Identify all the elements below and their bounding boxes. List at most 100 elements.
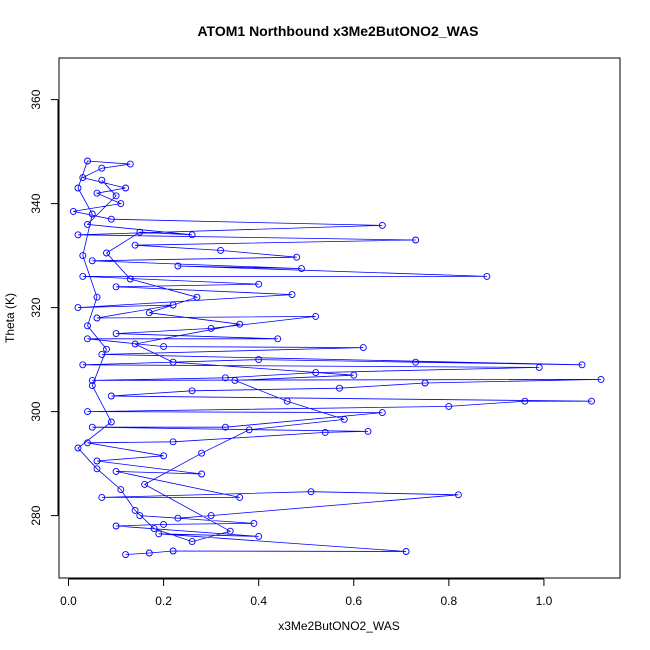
data-point [336,384,343,392]
x-axis-label: x3Me2ButONO2_WAS [278,619,400,633]
x-tick-label: 1.0 [536,594,553,608]
data-point [131,506,139,514]
data-point [131,241,139,249]
data-point [174,262,182,270]
data-point [255,356,263,364]
data-point [107,215,115,223]
data-point [188,538,196,546]
data-point [274,335,282,343]
data-point [107,392,115,400]
plot-frame [58,57,621,579]
data-point [112,330,120,338]
data-point [88,210,96,218]
data-point [160,343,168,351]
data-point [293,253,301,261]
data-point [79,174,87,182]
data-point [245,426,253,434]
data-point [231,376,239,384]
data-point [521,397,529,405]
data-point [221,423,229,431]
data-point [578,361,586,369]
data-point [117,486,125,494]
data-point [93,189,101,197]
data-point [93,457,101,465]
series-line [73,160,602,555]
y-tick-label: 340 [29,193,43,213]
data-point [84,322,91,330]
data-point [79,252,87,260]
data-point [288,291,296,299]
data-point [207,512,215,520]
data-point [321,428,329,436]
data-point [98,164,106,172]
data-point [79,272,87,280]
data-point [88,376,96,384]
data-point [145,549,153,557]
data-point [98,493,106,501]
data-point [412,236,420,244]
data-point [359,344,367,352]
data-point [283,397,291,405]
data-point [169,301,177,309]
data-point [207,324,215,332]
data-point [402,548,410,555]
data-point [117,200,125,208]
data-point [88,382,96,390]
data-point [226,527,234,535]
data-point [255,532,263,540]
data-point [74,231,82,239]
data-point [217,246,225,254]
data-point [141,480,149,488]
data-point [155,530,163,538]
chart-title: ATOM1 Northbound x3Me2ButONO2_WAS [197,23,478,39]
y-axis: 280 300 320 340 360 [29,89,59,526]
data-point [307,488,315,496]
y-axis-label: Theta (K) [3,293,17,343]
data-point [588,397,595,405]
y-tick-label: 280 [29,505,43,525]
data-point [131,340,139,348]
y-tick-label: 360 [29,89,43,109]
data-point [145,309,153,317]
data-point [169,547,177,555]
data-point [597,375,605,383]
data-point [312,369,320,377]
data-point [93,293,101,301]
data-point [421,379,429,387]
x-tick-label: 0.0 [60,594,77,608]
data-point [250,519,258,527]
data-point [126,160,134,168]
x-tick-label: 0.6 [345,594,362,608]
data-point [74,304,82,312]
data-point [454,491,462,499]
data-point [84,335,91,343]
data-point [112,192,120,200]
data-point [122,184,130,192]
data-point [98,176,106,184]
data-point [126,275,134,283]
data-point [169,438,177,446]
data-point [107,418,115,426]
data-point [188,387,196,395]
data-point [74,184,82,192]
x-axis: 0.0 0.2 0.4 0.6 0.8 1.0 [60,578,553,608]
y-tick-label: 320 [29,297,43,317]
data-point [88,257,96,265]
data-point [236,320,244,328]
data-point [103,249,110,257]
data-point [93,465,101,473]
data-point [74,444,82,452]
data-point [112,522,120,530]
data-point [84,220,91,228]
data-point [412,358,420,366]
data-point [160,520,168,528]
data-point [445,402,453,410]
data-point [340,415,348,423]
data-point [298,265,305,273]
data-point [69,207,77,215]
data-point [112,467,120,475]
data-point [169,358,177,366]
data-point [79,361,87,369]
y-tick-label: 300 [29,401,43,421]
data-point [378,221,386,229]
